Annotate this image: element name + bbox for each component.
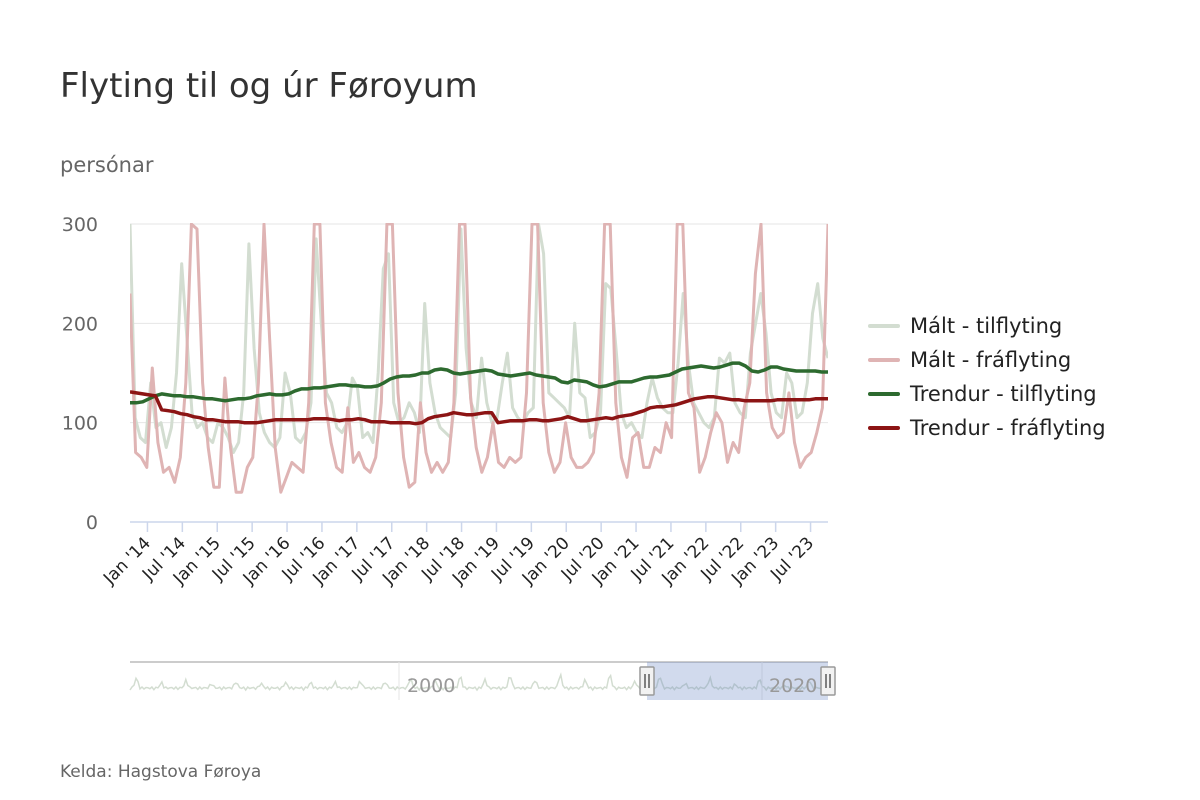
legend-item[interactable]: Mált - fráflyting xyxy=(868,348,1071,372)
chart-title: Flyting til og úr Føroyum xyxy=(60,66,478,106)
legend-label: Mált - fráflyting xyxy=(910,348,1072,372)
y-tick-label: 200 xyxy=(62,313,98,335)
series-line-2 xyxy=(130,223,828,494)
legend-label: Trendur - fráflyting xyxy=(910,416,1106,440)
legend-swatch xyxy=(868,358,900,362)
y-axis-label: persónar xyxy=(60,153,154,177)
legend-label: Mált - tilflyting xyxy=(910,314,1063,338)
navigator-selection[interactable] xyxy=(647,662,828,700)
legend-item[interactable]: Trendur - fráflyting xyxy=(868,416,1106,440)
navigator-handle[interactable] xyxy=(639,666,655,696)
y-axis-ticks: 0 100 200 300 xyxy=(62,214,98,534)
navigator-year-label: 2020 xyxy=(769,675,817,697)
legend-swatch xyxy=(868,426,900,430)
legend-item[interactable]: Trendur - tilflyting xyxy=(868,382,1097,406)
source-credit: Kelda: Hagstova Føroya xyxy=(60,762,262,782)
legend-label: Trendur - tilflyting xyxy=(910,382,1097,406)
y-tick-label: 100 xyxy=(62,413,98,435)
legend-item[interactable]: Mált - tilflyting xyxy=(868,314,1062,338)
series-line-4 xyxy=(130,390,828,426)
navigator-year-label: 2000 xyxy=(407,675,455,697)
legend-swatch xyxy=(868,392,900,396)
range-navigator[interactable]: 2000 2020 xyxy=(129,661,836,700)
navigator-series xyxy=(129,672,829,692)
navigator-handle[interactable] xyxy=(820,666,836,696)
series-line-3 xyxy=(130,361,828,405)
y-tick-label: 300 xyxy=(62,214,98,236)
legend-swatch xyxy=(868,324,900,328)
y-tick-label: 0 xyxy=(86,512,98,534)
series-line-1 xyxy=(130,223,828,454)
series-lines xyxy=(130,223,828,494)
